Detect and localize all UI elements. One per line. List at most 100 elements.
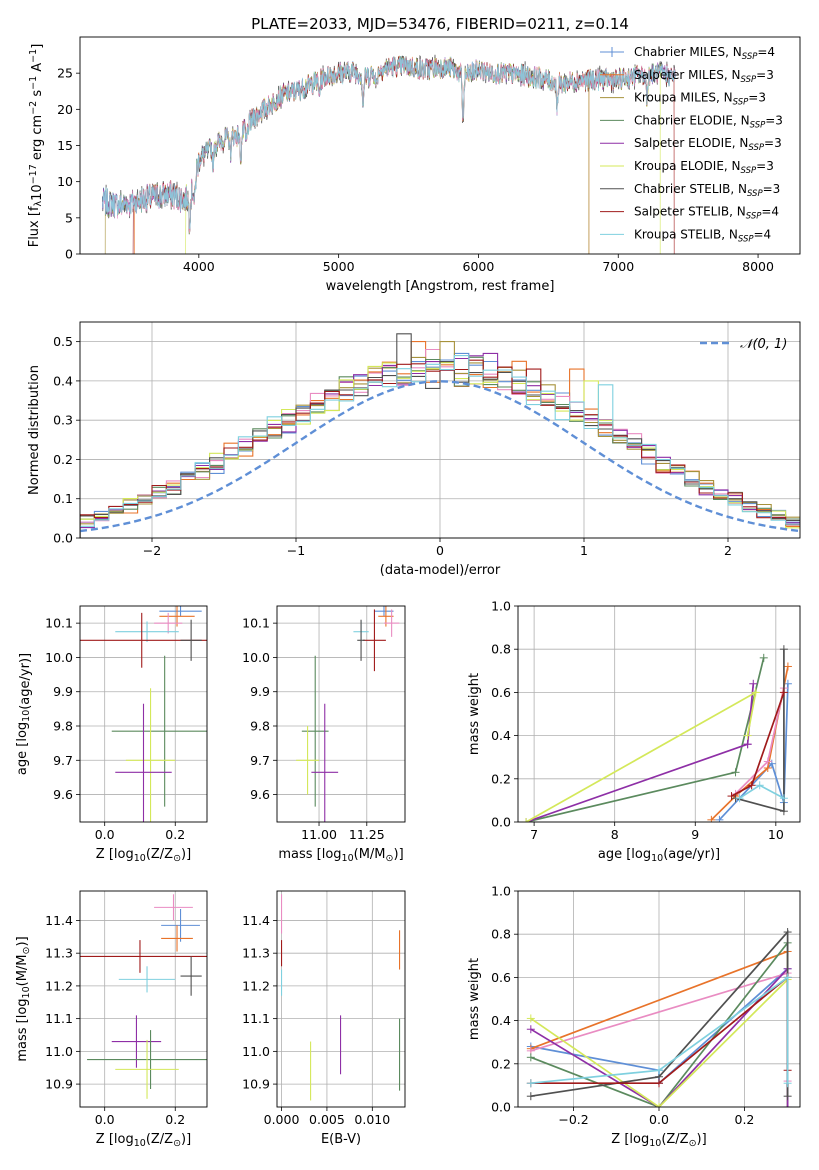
x-tick-label: 7 (530, 827, 538, 842)
label-part: 10 (649, 1138, 661, 1149)
plot-area (296, 606, 400, 822)
label-part: Salpeter MILES, N (634, 68, 741, 82)
axes-frame (517, 605, 801, 823)
y-tick-label: 0 (65, 247, 73, 262)
x-tick-label: 0.2 (165, 827, 185, 842)
label-part: ⊙ (21, 947, 32, 955)
x-axis-label: age [log10(age/yr)] (598, 847, 720, 864)
label-part: ⊙ (386, 853, 394, 864)
legend-label: Kroupa STELIB, NSSP=4 (634, 227, 771, 244)
label-part: ⊙ (173, 1138, 181, 1149)
x-tick-label: −1 (287, 543, 305, 558)
x-tick-label: 10 (768, 827, 784, 842)
x-tick-label: 0.0 (95, 1112, 115, 1127)
y-tick-label: 0.8 (491, 927, 511, 942)
chart-spectrum: 4000 5000 6000 7000 8000 0 5 10 15 20 25 wavelength… (27, 36, 801, 294)
plot-area (280, 894, 401, 1101)
label-part: 10 (134, 853, 146, 864)
spectrum-line (104, 56, 590, 254)
y-tick-label: 0.2 (53, 452, 73, 467)
y-tick-label: 0.4 (491, 728, 511, 743)
y-axis-label-wrap: mass weight (467, 673, 482, 755)
label-part: λ (33, 200, 44, 206)
y-axis-label-wrap: age [log10(age/yr)] (15, 653, 33, 775)
legend-label: 𝒩(0, 1) (740, 337, 787, 352)
weight-line (530, 975, 789, 1085)
grid (277, 891, 405, 1107)
label-part: SSP (746, 212, 762, 222)
plot-area (522, 645, 792, 822)
y-tick-label: 0.4 (53, 373, 73, 388)
x-tick-label: 0.000 (264, 1112, 300, 1127)
label-part: (Z/Z (661, 1132, 688, 1147)
y-tick-label: 11.1 (242, 1011, 270, 1026)
label-part: =4 (754, 227, 772, 241)
y-tick-label: 9.8 (250, 719, 270, 734)
chart-age-vs-mass: 11.00 11.25 9.6 9.7 9.8 9.9 10.0 10.1 mass [log1… (242, 605, 406, 864)
x-tick-label: −2 (143, 543, 161, 558)
y-tick-label: 15 (57, 138, 73, 153)
x-axis-label: Z [log10(Z/Z⊙)] (611, 1132, 706, 1149)
axes-frame (276, 890, 406, 1108)
y-tick-label: 10.9 (242, 1077, 270, 1092)
weight-line (525, 743, 748, 822)
label-part: )] (697, 1132, 707, 1147)
legend: 𝒩(0, 1) (700, 337, 787, 352)
chart-weight-vs-z: −0.2 0.0 0.2 0.0 0.2 0.4 0.6 0.8 1.0 Z [log10(Z/Z… (467, 884, 801, 1149)
x-tick-label: 8 (611, 827, 619, 842)
y-tick-label: 0.2 (491, 1056, 511, 1071)
label-part: erg cm (30, 115, 45, 164)
label-part: s (30, 90, 45, 101)
label-part: ⊙ (689, 1138, 697, 1149)
weight-line (718, 683, 789, 821)
label-part: =3 (756, 68, 774, 82)
y-axis-label-wrap: mass [log10(M/M⊙)] (15, 936, 32, 1061)
y-tick-label: 11.4 (242, 913, 270, 928)
label-part: ⊙ (173, 853, 181, 864)
label-part: SSP (750, 120, 766, 130)
x-tick-label: 0.0 (95, 827, 115, 842)
x-tick-label: 11.00 (301, 827, 337, 842)
label-part: ] (30, 44, 45, 49)
label-part: Kroupa MILES, N (634, 91, 733, 105)
y-tick-label: 0.0 (491, 815, 511, 830)
plot-area (102, 54, 676, 254)
label-part: 10 (21, 986, 32, 998)
x-tick-label: 5000 (323, 259, 355, 274)
label-part: SSP (747, 189, 763, 199)
y-tick-label: 11.1 (45, 1011, 73, 1026)
label-part: =3 (748, 91, 766, 105)
label-part: Kroupa ELODIE, N (634, 159, 741, 173)
y-axis-label: mass weight (467, 673, 482, 755)
y-tick-label: 0.4 (491, 1013, 511, 1028)
plot-area (526, 928, 792, 1107)
label-part: SSP (742, 52, 758, 62)
x-axis-label: E(B-V) (321, 1132, 361, 1147)
chart-mass-vs-z: 0.0 0.210.911.011.111.211.311.4Z [log10(Z… (15, 890, 208, 1149)
label-part: )] (181, 847, 191, 862)
y-tick-label: 9.7 (250, 753, 270, 768)
y-tick-label: 0.0 (53, 531, 73, 546)
label-part: SSP (748, 143, 764, 153)
label-part: =3 (756, 159, 774, 173)
y-tick-label: 0.8 (491, 642, 511, 657)
label-part: SSP (741, 75, 757, 85)
axes-frame (79, 321, 801, 539)
axes-frame (276, 605, 406, 823)
label-part: age [log (15, 722, 30, 775)
label-part: )] (15, 936, 30, 946)
y-axis-label-wrap: Normed distribution (27, 365, 42, 495)
y-axis-label: mass weight (467, 958, 482, 1040)
label-part: (Z/Z (146, 1132, 173, 1147)
x-axis-label: (data-model)/error (380, 563, 501, 578)
label-part: A (30, 63, 45, 76)
legend-label: Salpeter MILES, NSSP=3 (634, 68, 774, 85)
x-axis-label: Z [log10(Z/Z⊙)] (96, 847, 191, 864)
y-tick-label: 11.3 (242, 946, 270, 961)
histogram-step (80, 355, 800, 538)
chart-age-vs-z: 0.0 0.29.69.79.89.910.010.1Z [log10(Z/Z⊙)… (15, 605, 208, 864)
x-tick-label: −0.2 (558, 1112, 588, 1127)
x-tick-label: 0.010 (354, 1112, 390, 1127)
